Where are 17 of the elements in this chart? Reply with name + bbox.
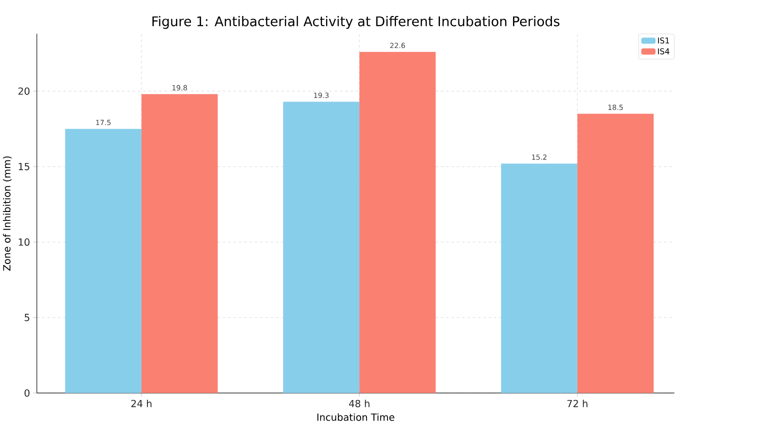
y-tick-label: 20 [18, 87, 30, 95]
x-tick-label: 72 h [567, 400, 588, 407]
bar [577, 114, 654, 393]
bar [501, 163, 578, 393]
y-tick-label: 5 [24, 314, 30, 321]
bar [283, 102, 360, 393]
bar [141, 94, 218, 393]
y-tick-label: 15 [18, 162, 30, 170]
x-tick-label: 48 h [349, 400, 370, 408]
bar [359, 52, 436, 393]
chart-title: Figure 1: Antibacterial Activity at Different Incubation Periods [152, 16, 560, 29]
x-axis-title: Incubation Time [317, 413, 394, 421]
bar [65, 128, 142, 393]
x-tick-label: 24 h [131, 400, 152, 407]
y-tick-label: 0 [24, 389, 30, 397]
y-tick-label: 10 [18, 238, 30, 246]
y-axis-title: Zone of Inhibition (mm) [2, 156, 12, 271]
